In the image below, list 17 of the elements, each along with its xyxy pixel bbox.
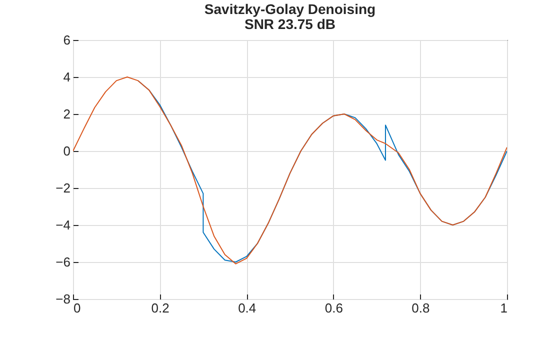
y-tick-label: 2 — [63, 106, 70, 122]
y-tick-label: 4 — [63, 70, 70, 84]
x-tick-label: 0.2 — [151, 300, 170, 316]
x-tick-label: 0.4 — [238, 300, 256, 316]
y-tick-label: −2 — [56, 180, 70, 196]
x-tick-label: 0 — [74, 300, 81, 316]
y-tick-label: −4 — [56, 218, 70, 232]
x-tick-label: 0.6 — [324, 300, 343, 316]
y-tick-label: −6 — [56, 254, 70, 270]
y-tick-label: 0 — [63, 144, 70, 158]
y-tick-label: 6 — [63, 32, 70, 48]
chart-subtitle: SNR 23.75 dB — [244, 16, 336, 32]
line-series — [73, 76, 507, 264]
y-tick-label: −8 — [56, 292, 70, 306]
x-tick-label: 0.8 — [412, 300, 430, 316]
chart-title: Savitzky-Golay Denoising — [204, 1, 376, 17]
x-tick-label: 1 — [500, 300, 508, 316]
